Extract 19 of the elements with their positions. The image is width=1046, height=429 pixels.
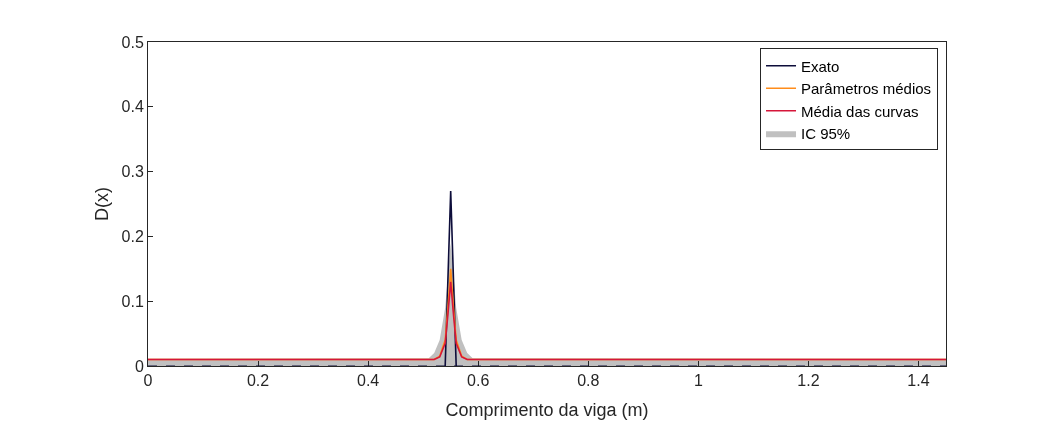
y-tick-label: 0.5 <box>121 33 144 51</box>
x-tick-label: 1.4 <box>907 372 930 390</box>
x-tick-label: 1 <box>693 372 703 390</box>
x-tick-label: 0.8 <box>577 372 600 390</box>
legend-label: IC 95% <box>801 125 851 143</box>
y-tick-label: 0.2 <box>121 228 144 245</box>
x-tick-label: 0.6 <box>467 372 490 390</box>
y-axis-title: D(x) <box>91 187 112 221</box>
x-tick-label: 0.2 <box>246 372 270 390</box>
y-tick-label: 0 <box>134 357 144 375</box>
legend-label: Exato <box>801 57 840 75</box>
x-tick-label: 1.2 <box>797 372 820 390</box>
x-axis-title: Comprimento da viga (m) <box>445 400 649 421</box>
legend-label: Parâmetros médios <box>801 80 932 98</box>
legend-label: Média das curvas <box>801 102 919 120</box>
x-tick-label: 0.4 <box>357 372 380 390</box>
y-tick-label: 0.1 <box>121 292 144 310</box>
y-tick-label: 0.3 <box>121 163 144 181</box>
y-tick-label: 0.4 <box>121 98 144 116</box>
